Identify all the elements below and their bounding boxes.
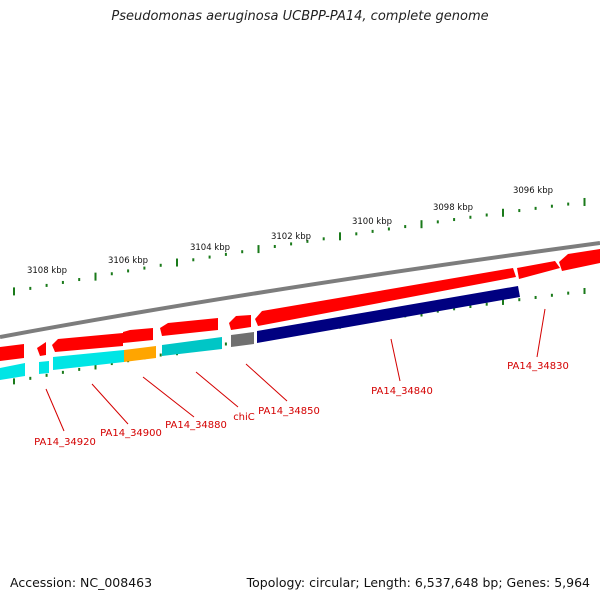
ruler-label: 3098 kbp [433,203,473,213]
ruler-labels: 3108 kbp 3106 kbp 3104 kbp 3102 kbp 3100… [27,186,553,276]
leader-line [195,371,239,408]
leader-line [536,308,546,358]
gene-label[interactable]: PA14_34920 [34,437,96,448]
leader-line [390,338,401,382]
forward-strand-genes [0,249,600,361]
ruler-label: 3104 kbp [190,243,230,253]
gene-forward-3[interactable] [52,333,123,352]
gene-label[interactable]: chiC [233,412,255,423]
gene-label[interactable]: PA14_34850 [258,406,320,417]
gene-label[interactable]: PA14_34880 [165,420,227,431]
gene-forward-5[interactable] [160,318,218,336]
map-title: Pseudomonas aeruginosa UCBPP-PA14, compl… [111,9,489,24]
leader-line [142,376,195,418]
gene-reverse-1[interactable] [0,363,25,380]
gene-label[interactable]: PA14_34840 [371,386,433,397]
gene-forward-1[interactable] [0,344,24,361]
ruler-label: 3102 kbp [271,232,311,242]
ruler-label: 3108 kbp [27,266,67,276]
leader-line [245,363,288,402]
leader-line [91,383,129,425]
gene-labels: PA14_34920 PA14_34900 PA14_34880 chiC PA… [34,361,569,448]
gene-forward-8[interactable] [517,261,560,279]
gene-reverse-4[interactable] [124,346,156,362]
gene-forward-4[interactable] [123,328,153,343]
ruler-label: 3100 kbp [352,217,392,227]
gene-reverse-3[interactable] [53,350,124,370]
gene-label[interactable]: PA14_34900 [100,428,162,439]
gene-reverse-6[interactable] [231,332,254,347]
ruler-label: 3106 kbp [108,256,148,266]
gene-reverse-7[interactable] [257,286,520,343]
reverse-strand-genes [0,286,520,380]
gene-forward-2[interactable] [37,342,46,356]
gene-reverse-2[interactable] [39,361,49,374]
ruler-label: 3096 kbp [513,186,553,196]
gene-label-leaders [45,308,546,432]
gene-forward-9[interactable] [559,249,600,271]
leader-line [45,388,65,432]
gene-forward-7[interactable] [255,268,516,326]
accession-label: Accession: NC_008463 [10,575,153,590]
genome-summary: Topology: circular; Length: 6,537,648 bp… [246,575,590,590]
gene-reverse-5[interactable] [162,337,222,356]
genome-backbone [0,241,600,339]
outer-tick-ruler [13,197,586,296]
gene-forward-6[interactable] [229,315,251,330]
gene-label[interactable]: PA14_34830 [507,361,569,372]
